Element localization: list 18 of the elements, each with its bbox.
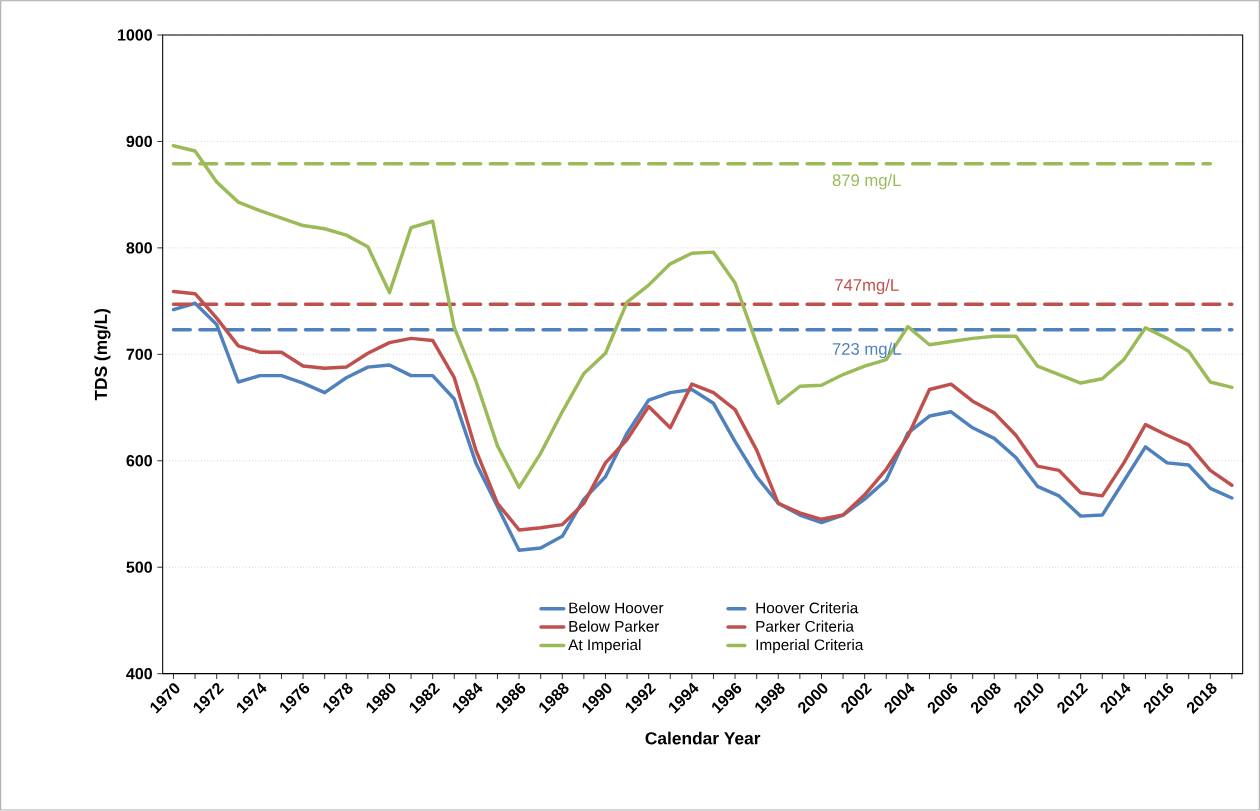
- legend-label: At Imperial: [568, 639, 641, 654]
- y-tick-label: 600: [126, 455, 152, 467]
- legend-label: Hoover Criteria: [756, 602, 859, 614]
- y-tick-label: 800: [126, 242, 152, 254]
- y-tick-label: 1000: [118, 29, 152, 41]
- annotation: 879 mg/L: [832, 174, 901, 190]
- y-tick-label: 500: [126, 561, 152, 574]
- line-series: [171, 144, 1234, 490]
- y-tick-label: 900: [126, 135, 152, 148]
- y-axis-title: TDS (mg/L): [94, 309, 111, 401]
- legend-label: Parker Criteria: [756, 620, 854, 632]
- annotation: 747mg/L: [835, 278, 899, 295]
- legend-label: Below Hoover: [569, 602, 664, 614]
- legend-label: Below Parker: [569, 620, 660, 632]
- y-tick-label: 400: [126, 668, 152, 680]
- y-tick-label: 700: [126, 348, 152, 361]
- x-axis-title: Calendar Year: [645, 731, 761, 745]
- legend-label: Imperial Criteria: [756, 639, 864, 654]
